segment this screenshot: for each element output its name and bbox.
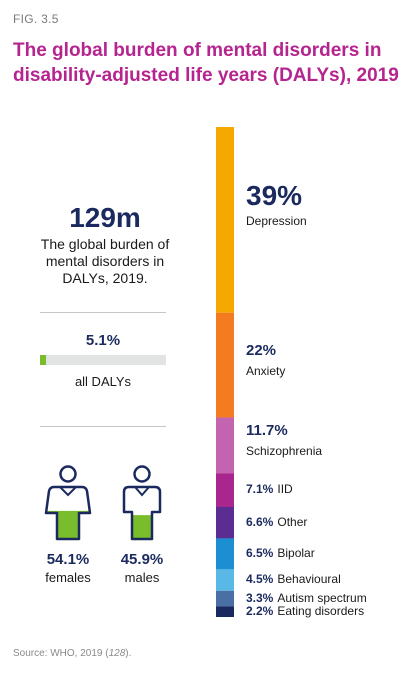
segment-pct-schizophrenia: 11.7%: [246, 422, 288, 440]
segment-pct-behavioural: 4.5%: [246, 572, 274, 587]
female-person-icon: [44, 465, 92, 541]
segment-pct-other: 6.6%: [246, 514, 274, 529]
bar-segment-eating-disorders: [216, 606, 234, 617]
divider-bottom: [40, 426, 166, 427]
bar-segment-autism-spectrum: [216, 590, 234, 607]
chart-title: The global burden of mental disorders in…: [13, 40, 399, 86]
bar-segment-other: [216, 507, 234, 539]
segment-name-other: Other: [277, 514, 308, 529]
segment-pct-depression: 39%: [246, 179, 303, 211]
segment-name-anxiety: Anxiety: [246, 364, 286, 379]
bar-segment-iid: [216, 473, 234, 507]
dalys-share-progress-fill: [40, 355, 47, 365]
segment-name-schizophrenia: Schizophrenia: [246, 444, 323, 459]
segment-name-eating-disorders: Eating disorders: [277, 603, 365, 618]
figure-label: FIG. 3.5: [13, 12, 59, 26]
segment-pct-iid: 7.1%: [246, 482, 274, 497]
segment-pct-bipolar: 6.5%: [246, 545, 274, 560]
source-note: Source: WHO, 2019 (128).: [13, 648, 131, 659]
total-dalys-value: 129m: [69, 202, 141, 233]
source-reference: 128: [108, 648, 126, 659]
source-prefix: Source: WHO, 2019 (: [13, 648, 109, 659]
females-label: females: [45, 570, 91, 585]
segment-name-behavioural: Behavioural: [277, 572, 341, 587]
bar-segment-schizophrenia: [216, 417, 234, 474]
segment-pct-autism-spectrum: 3.3%: [246, 590, 274, 605]
bar-segment-depression: [216, 127, 234, 313]
male-person-icon: [122, 465, 162, 541]
divider-top: [40, 312, 166, 313]
segment-name-bipolar: Bipolar: [277, 545, 315, 560]
segment-name-depression: Depression: [246, 213, 307, 228]
segment-label-behavioural: 4.5% Behavioural: [246, 572, 341, 586]
segment-label-eating-disorders: 2.2% Eating disorders: [246, 604, 364, 618]
source-suffix: ).: [125, 648, 132, 659]
dalys-share-progress: [40, 355, 166, 365]
males-pct: 45.9%: [120, 551, 164, 568]
segment-pct-eating-disorders: 2.2%: [246, 603, 274, 618]
segment-name-iid: IID: [277, 482, 293, 497]
dalys-share-value: 5.1%: [85, 332, 121, 349]
segment-label-iid: 7.1% IID: [246, 482, 293, 496]
segment-label-autism-spectrum: 3.3% Autism spectrum: [246, 591, 367, 605]
segment-pct-anxiety: 22%: [246, 342, 277, 360]
dalys-share-label: all DALYs: [74, 374, 132, 389]
segment-label-other: 6.6% Other: [246, 515, 307, 529]
bar-segment-anxiety: [216, 312, 234, 418]
segment-name-autism-spectrum: Autism spectrum: [277, 590, 367, 605]
females-pct: 54.1%: [46, 551, 90, 568]
segment-label-bipolar: 6.5% Bipolar: [246, 546, 315, 560]
bar-segment-behavioural: [216, 569, 234, 591]
total-dalys-description: The global burden of mental disorders in…: [40, 236, 170, 286]
bar-segment-bipolar: [216, 538, 234, 570]
males-label: males: [124, 570, 160, 585]
